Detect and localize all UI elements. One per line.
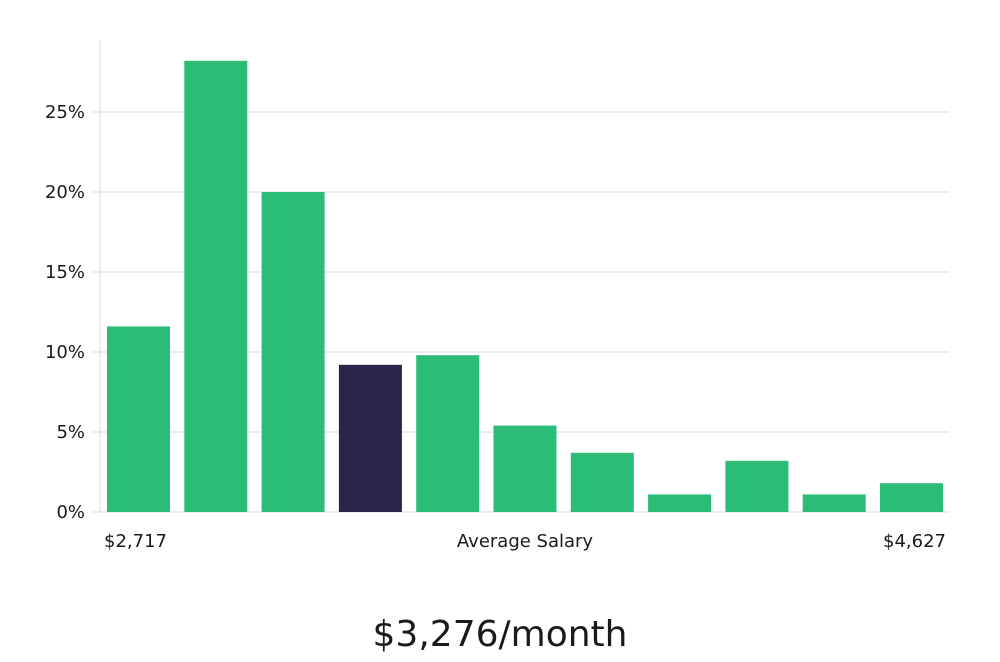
salary-histogram: 0% 5% 10% 15% 20% 25% $2,717 Average Salary $… [45,40,950,552]
x-max-label: $4,627 [883,531,946,552]
bar [880,483,943,512]
bar-highlighted [338,364,402,512]
bar [648,494,712,512]
bar [416,355,480,512]
y-axis-ticks: 0% 5% 10% 15% 20% 25% [45,102,100,523]
y-tick-label: 0% [56,502,85,523]
y-tick-label: 25% [45,102,85,123]
average-salary-headline: $3,276/month [372,614,628,655]
bar [261,192,325,512]
x-min-label: $2,717 [104,531,167,552]
y-tick-label: 20% [45,182,85,203]
bars-layer [107,60,943,513]
bar [107,326,170,512]
bar [570,452,634,512]
x-axis-title: Average Salary [457,531,594,552]
y-tick-label: 10% [45,342,85,363]
bar [725,460,789,512]
y-tick-label: 5% [56,422,85,443]
bar [184,60,248,513]
bar [493,425,557,512]
y-tick-label: 15% [45,262,85,283]
bar [802,494,866,512]
